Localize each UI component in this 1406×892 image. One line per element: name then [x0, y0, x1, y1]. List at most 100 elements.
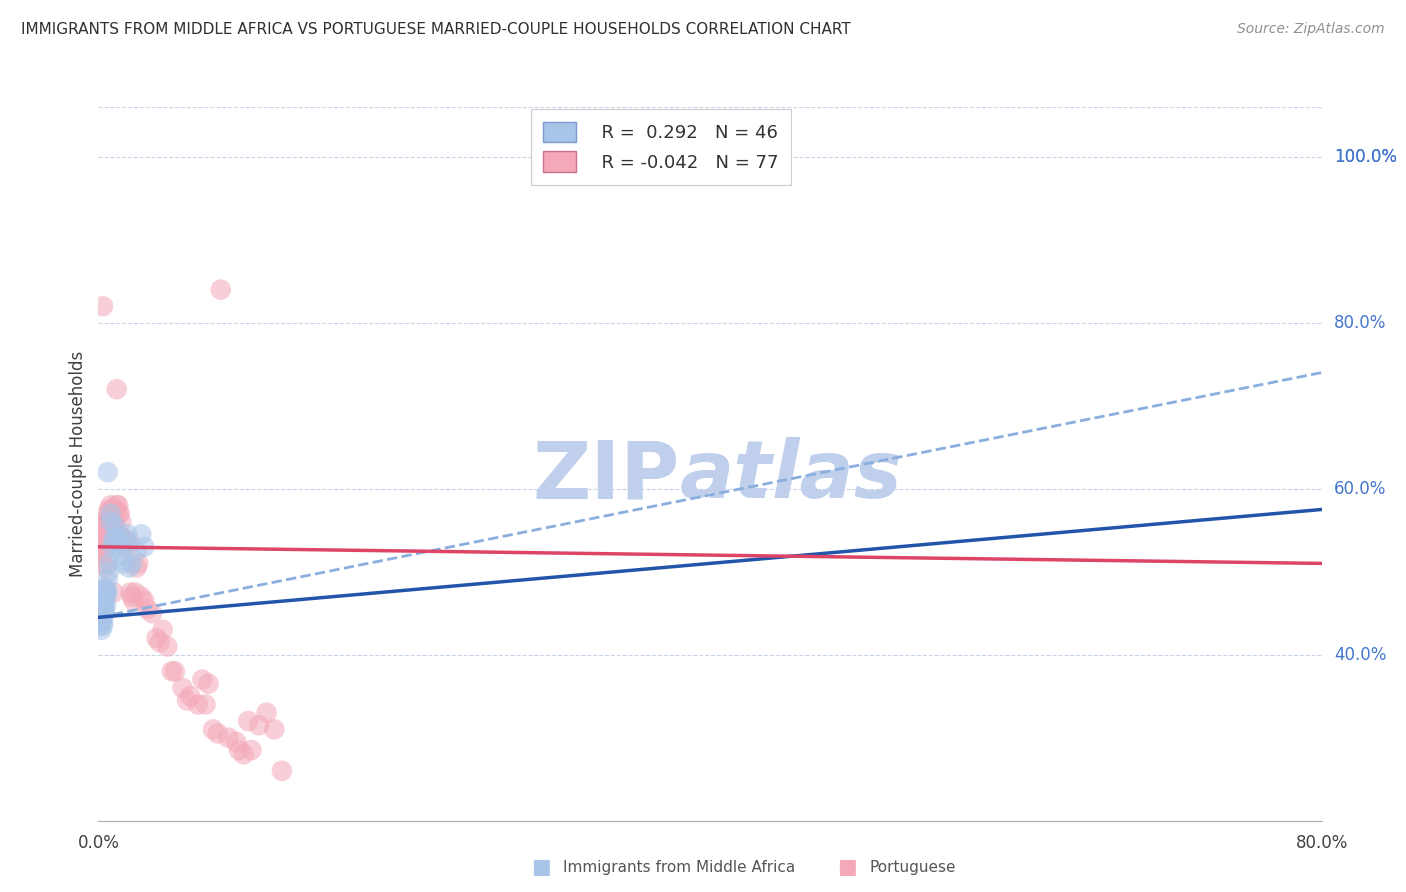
Point	[94, 598, 117, 612]
Point	[98, 565, 121, 579]
Point	[270, 764, 292, 778]
Point	[90, 519, 112, 533]
Point	[100, 499, 122, 513]
Point	[238, 714, 260, 728]
Text: Portuguese: Portuguese	[869, 860, 956, 874]
Point	[112, 532, 135, 546]
Point	[103, 527, 125, 541]
Point	[105, 382, 128, 396]
Text: 100.0%: 100.0%	[1334, 148, 1398, 166]
Point	[120, 585, 142, 599]
Point	[94, 523, 117, 537]
Point	[115, 535, 138, 549]
Point	[94, 582, 117, 596]
Point	[97, 507, 120, 521]
Point	[247, 718, 270, 732]
Point	[93, 598, 115, 612]
Point	[98, 502, 121, 516]
Text: Immigrants from Middle Africa: Immigrants from Middle Africa	[564, 860, 796, 874]
Point	[90, 610, 112, 624]
Point	[103, 585, 125, 599]
Point	[90, 598, 112, 612]
Point	[93, 602, 115, 616]
Point	[121, 557, 143, 571]
Point	[118, 560, 141, 574]
Point	[124, 585, 146, 599]
Point	[91, 618, 114, 632]
Point	[93, 527, 115, 541]
Point	[94, 590, 117, 604]
Point	[90, 615, 112, 629]
Point	[107, 507, 129, 521]
Point	[122, 593, 145, 607]
Point	[105, 499, 128, 513]
Text: 60.0%: 60.0%	[1334, 480, 1386, 498]
Point	[105, 527, 128, 541]
Point	[90, 623, 112, 637]
Point	[100, 515, 122, 529]
Point	[152, 623, 174, 637]
Point	[89, 532, 111, 546]
Text: IMMIGRANTS FROM MIDDLE AFRICA VS PORTUGUESE MARRIED-COUPLE HOUSEHOLDS CORRELATIO: IMMIGRANTS FROM MIDDLE AFRICA VS PORTUGU…	[21, 22, 851, 37]
Point	[194, 698, 217, 712]
Point	[125, 544, 148, 558]
Point	[141, 606, 163, 620]
Point	[240, 743, 263, 757]
Point	[107, 532, 129, 546]
Point	[228, 743, 250, 757]
Point	[197, 677, 219, 691]
Point	[97, 510, 120, 524]
Text: ZIP: ZIP	[533, 437, 679, 516]
Text: ■: ■	[837, 857, 856, 877]
Legend:   R =  0.292   N = 46,   R = -0.042   N = 77: R = 0.292 N = 46, R = -0.042 N = 77	[530, 109, 792, 185]
Point	[94, 515, 117, 529]
Point	[89, 540, 111, 554]
Point	[91, 615, 114, 629]
Point	[207, 726, 229, 740]
Point	[163, 665, 186, 679]
Point	[134, 540, 156, 554]
Point	[125, 560, 148, 574]
Point	[90, 544, 112, 558]
Point	[91, 557, 114, 571]
Point	[129, 590, 152, 604]
Point	[145, 631, 167, 645]
Point	[176, 693, 198, 707]
Point	[90, 602, 112, 616]
Point	[110, 548, 132, 562]
Point	[117, 540, 139, 554]
Point	[90, 523, 112, 537]
Text: 40.0%: 40.0%	[1334, 646, 1386, 664]
Point	[93, 519, 115, 533]
Point	[187, 698, 209, 712]
Point	[191, 673, 214, 687]
Point	[97, 465, 120, 479]
Point	[110, 515, 132, 529]
Point	[202, 723, 225, 737]
Text: atlas: atlas	[679, 437, 903, 516]
Point	[90, 527, 112, 541]
Point	[134, 593, 156, 607]
Point	[209, 283, 232, 297]
Point	[94, 585, 117, 599]
Point	[136, 602, 159, 616]
Point	[93, 582, 115, 596]
Point	[91, 598, 114, 612]
Text: ■: ■	[531, 857, 551, 877]
Point	[103, 532, 125, 546]
Point	[91, 610, 114, 624]
Point	[97, 585, 120, 599]
Point	[101, 540, 124, 554]
Point	[127, 557, 149, 571]
Point	[108, 540, 131, 554]
Point	[100, 510, 122, 524]
Point	[107, 499, 129, 513]
Point	[256, 706, 278, 720]
Text: Source: ZipAtlas.com: Source: ZipAtlas.com	[1237, 22, 1385, 37]
Point	[91, 602, 114, 616]
Point	[111, 557, 134, 571]
Point	[94, 560, 117, 574]
Point	[98, 532, 121, 546]
Point	[156, 640, 179, 654]
Point	[91, 593, 114, 607]
